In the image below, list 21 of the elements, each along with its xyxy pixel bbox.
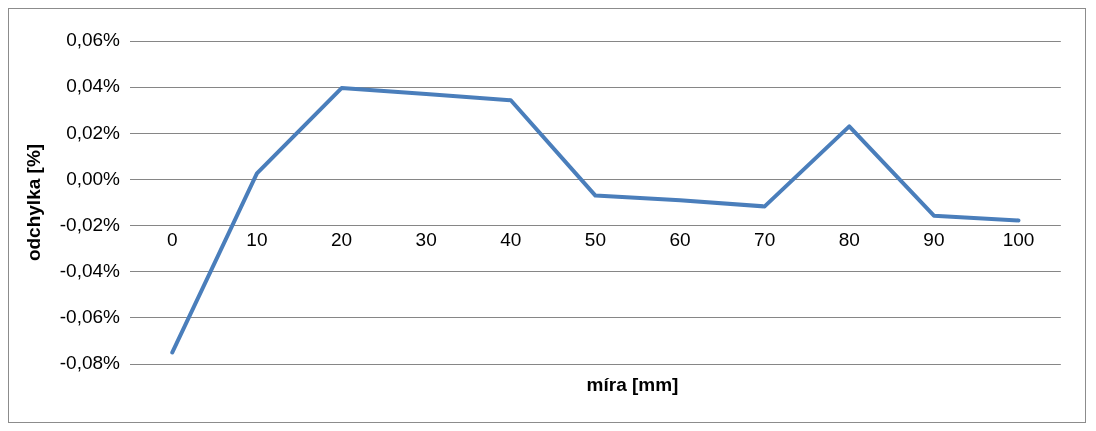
x-tick-label: 60	[669, 229, 691, 251]
x-tick-label: 30	[415, 229, 437, 251]
x-tick-label: 100	[1002, 229, 1035, 251]
x-tick-label: 70	[754, 229, 776, 251]
y-tick-label: -0,04%	[59, 259, 121, 281]
x-tick-label: 20	[330, 229, 353, 251]
x-tick-label: 10	[246, 229, 268, 251]
y-tick-label: -0,08%	[59, 352, 121, 374]
y-axis-title: odchylka [%]	[22, 143, 44, 262]
x-tick-label: 40	[500, 229, 522, 251]
x-axis-title: míra [mm]	[585, 374, 680, 396]
x-tick-label: 90	[923, 229, 945, 251]
y-tick-label: 0,04%	[66, 75, 121, 97]
x-tick-label: 50	[584, 229, 606, 251]
y-tick-label: -0,06%	[59, 306, 121, 328]
y-tick-label: -0,02%	[59, 213, 121, 235]
x-tick-label: 80	[838, 229, 860, 251]
y-tick-label: 0,06%	[66, 29, 121, 51]
x-tick-label: 0	[167, 229, 178, 251]
y-tick-label: 0,02%	[66, 121, 121, 143]
y-tick-label: 0,00%	[66, 167, 121, 189]
